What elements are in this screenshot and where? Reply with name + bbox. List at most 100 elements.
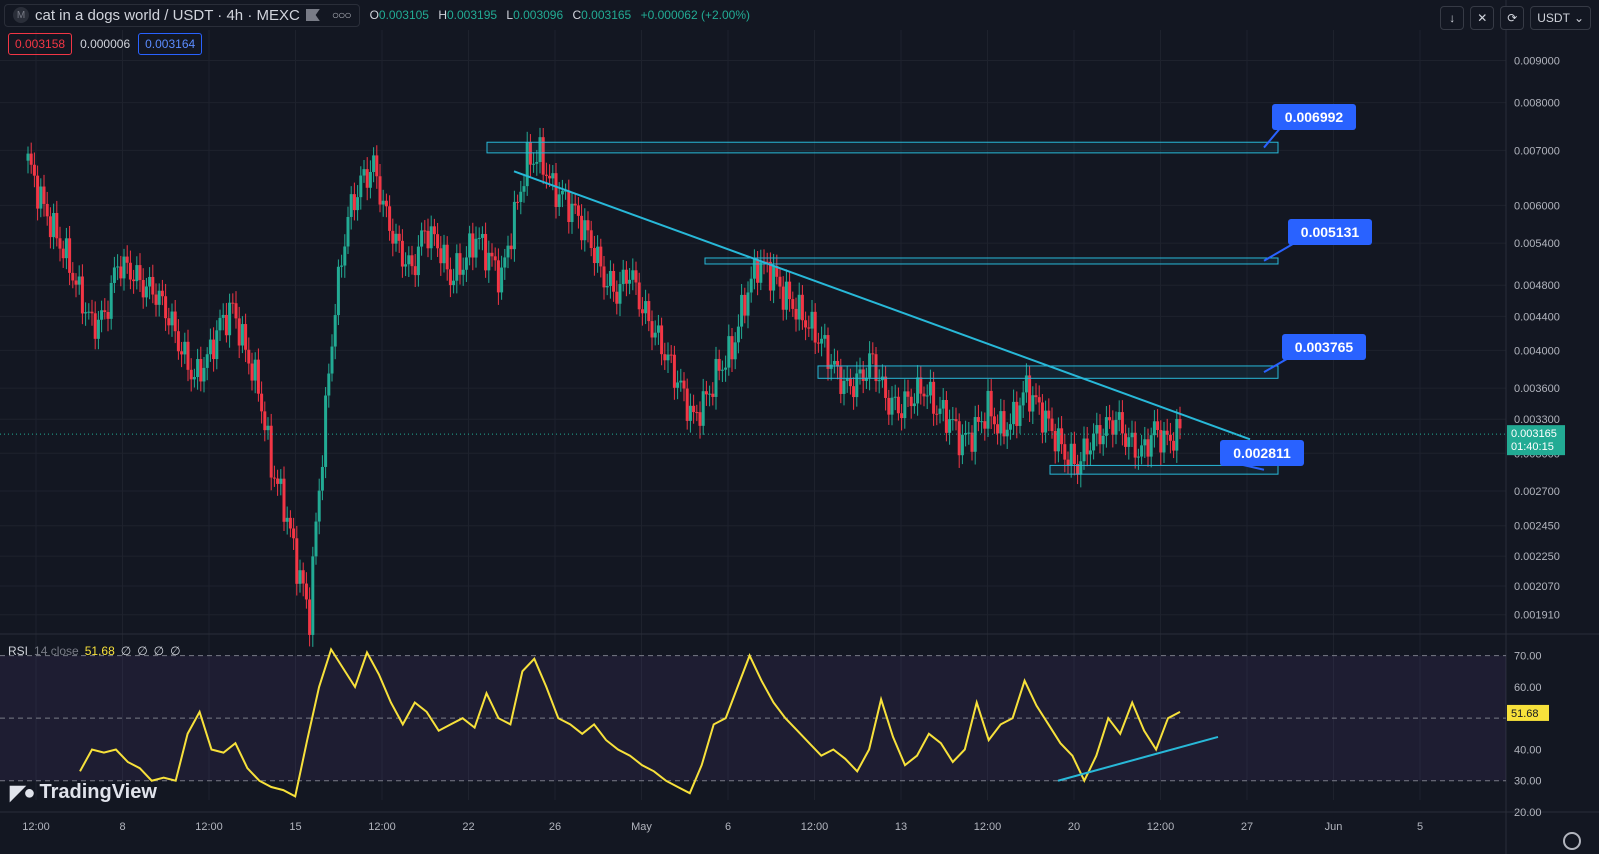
candle-body [711, 393, 715, 397]
candle-body [36, 175, 40, 209]
candle-body [797, 294, 801, 320]
candle-body [186, 341, 190, 370]
candle-body [532, 163, 536, 165]
time-tick-label: 12:00 [801, 821, 829, 833]
candle-body [413, 266, 417, 276]
candle-body [42, 186, 46, 204]
candle-body [656, 325, 660, 333]
candle-body [599, 246, 603, 267]
collapse-icon[interactable]: ✕ [1470, 6, 1495, 30]
candle-body [541, 137, 545, 175]
candle-body [1152, 421, 1156, 436]
candle-body [596, 246, 600, 264]
candle-body [903, 391, 907, 419]
candle-body [253, 359, 257, 381]
candle-body [1028, 375, 1032, 412]
candle-body [618, 284, 622, 304]
zone-label-box [1288, 219, 1372, 245]
candle-body [151, 276, 155, 295]
candle-body [336, 266, 340, 316]
time-tick-label: 15 [289, 821, 301, 833]
candle-body [381, 200, 385, 205]
candle-body [477, 237, 481, 239]
candle-body [871, 353, 875, 355]
candle-body [727, 336, 731, 368]
rsi-tick-label: 20.00 [1514, 807, 1542, 819]
currency-select[interactable]: USDT ⌄ [1530, 6, 1591, 30]
buy-price-button[interactable]: 0.003164 [138, 33, 203, 55]
zone-label-box [1220, 440, 1304, 466]
candle-body [583, 220, 587, 241]
brand-text: TradingView [39, 781, 157, 803]
candle-body [308, 599, 312, 635]
gear-icon[interactable] [1563, 832, 1581, 850]
candle-body [839, 366, 843, 394]
rsi-line [79, 647, 1181, 798]
candle-body [538, 137, 542, 163]
candle-body [650, 321, 654, 338]
candle-body [992, 416, 996, 425]
candle-body [567, 190, 571, 223]
tradingview-logo[interactable]: ◤● TradingView [10, 780, 157, 805]
candle-body [317, 490, 321, 522]
candle-body [471, 233, 475, 258]
zone-label: 0.005131 [1301, 224, 1360, 240]
candle-body [698, 412, 702, 426]
symbol-title[interactable]: cat in a dogs world / USDT · 4h · MEXC [35, 6, 300, 24]
candle-body [298, 570, 302, 584]
candle-body [807, 327, 811, 329]
candle-body [996, 424, 1000, 434]
candle-body [282, 478, 286, 522]
candle-body [183, 341, 187, 355]
candle-body [84, 312, 88, 314]
symbol-title-box[interactable]: M cat in a dogs world / USDT · 4h · MEXC… [4, 3, 360, 27]
candle-body [330, 346, 334, 374]
candle-body [416, 246, 420, 276]
candle-body [77, 276, 81, 285]
candle-body [410, 255, 414, 267]
candle-body [516, 201, 520, 203]
candle-body [231, 302, 235, 304]
price-tick-label: 0.004800 [1514, 280, 1560, 292]
candle-body [749, 278, 753, 293]
candle-body [1101, 435, 1105, 445]
candle-body [1021, 392, 1025, 406]
time-tick-label: 12:00 [974, 821, 1002, 833]
open-value: 0.003105 [378, 8, 429, 22]
candle-body [820, 338, 824, 344]
price-tick-label: 0.002700 [1514, 486, 1560, 498]
candle-body [746, 292, 750, 316]
time-tick-label: May [631, 821, 652, 833]
candle-body [525, 142, 529, 187]
candle-body [263, 411, 267, 431]
candle-body [202, 367, 206, 382]
dots-icon[interactable]: ○○○ [331, 8, 352, 22]
candle-body [874, 354, 878, 382]
refresh-icon[interactable]: ⟳ [1500, 6, 1525, 30]
candle-body [362, 169, 366, 176]
flag-icon[interactable] [305, 9, 320, 21]
candle-body [372, 155, 376, 173]
quote-prices: 0.003158 0.000006 0.003164 [8, 33, 203, 55]
candle-body [375, 155, 379, 177]
candle-body [1050, 418, 1054, 431]
time-tick-label: 22 [462, 821, 474, 833]
candle-body [573, 203, 577, 206]
candle-body [932, 381, 936, 414]
price-tick-label: 0.007000 [1514, 145, 1560, 157]
candle-body [180, 351, 184, 355]
candle-body [1092, 433, 1096, 451]
candle-body [397, 233, 401, 241]
rsi-legend[interactable]: RSI 14 close 51.68 ∅ ∅ ∅ ∅ [8, 644, 181, 658]
rsi-tick-label: 60.00 [1514, 682, 1542, 694]
down-arrow-icon[interactable]: ↓ [1440, 6, 1465, 30]
candle-body [624, 269, 628, 284]
candle-body [228, 302, 232, 336]
candle-body [346, 216, 350, 247]
sell-price-button[interactable]: 0.003158 [8, 33, 73, 55]
candle-body [653, 332, 657, 338]
candle-body [87, 311, 91, 313]
candle-body [122, 256, 126, 279]
time-tick-label: Jun [1325, 821, 1343, 833]
